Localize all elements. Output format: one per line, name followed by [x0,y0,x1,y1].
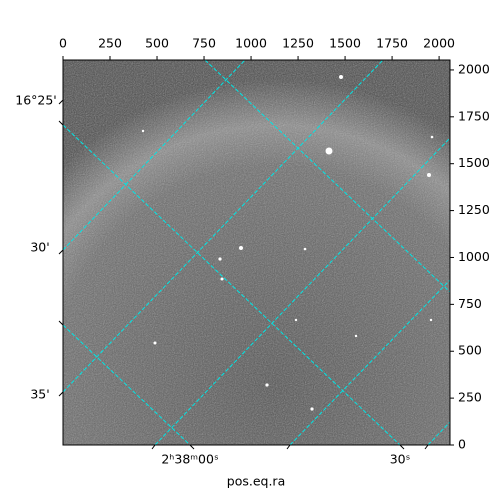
dec-label: 16°25' [15,93,57,108]
x-tick-label: 500 [145,36,169,51]
y-tick-label: 1000 [458,249,490,264]
ra-label: 30ˢ [390,452,411,467]
x-tick-label: 1750 [376,36,408,51]
y-tick-label: 750 [458,296,482,311]
x-tick-label: 1250 [282,36,314,51]
y-tick-label: 0 [458,437,466,452]
y-tick-label: 2000 [458,61,490,76]
x-axis-label: pos.eq.ra [227,474,285,489]
axes-frame [62,59,451,446]
y-tick-label: 250 [458,390,482,405]
x-tick-label: 750 [192,36,216,51]
y-tick-label: 1750 [458,108,490,123]
x-tick-label: 1500 [329,36,361,51]
image [63,60,450,445]
dec-label: 30' [30,240,49,255]
dec-label: 35' [30,387,49,402]
y-tick-label: 1500 [458,155,490,170]
ra-label: 2ʰ38ᵐ00ˢ [161,452,218,467]
x-tick-label: 0 [59,36,67,51]
coordinate-grid [63,60,450,445]
y-tick-label: 500 [458,343,482,358]
wcs-ticks [58,99,429,450]
x-tick-label: 250 [98,36,122,51]
x-tick-label: 2000 [423,36,455,51]
x-tick-label: 1000 [235,36,267,51]
y-tick-label: 1250 [458,202,490,217]
